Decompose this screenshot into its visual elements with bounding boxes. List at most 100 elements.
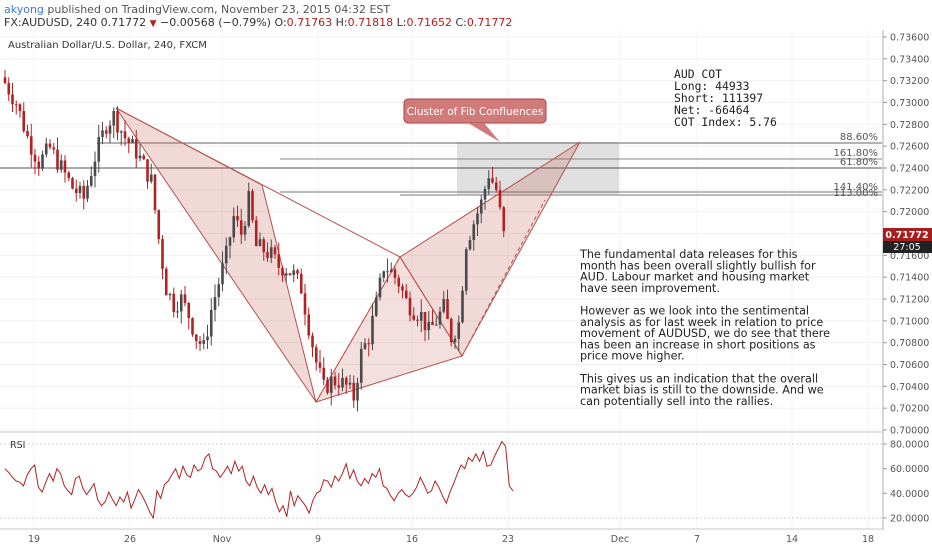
candle-body — [251, 191, 254, 221]
fib-label-113: 113.00% — [834, 188, 879, 199]
candle-body — [206, 336, 209, 341]
rsi-tick-label: 20.0000 — [890, 514, 929, 525]
rsi-label: RSI — [10, 440, 25, 451]
candle-body — [389, 269, 393, 272]
time-tag — [883, 241, 932, 253]
candle-body — [123, 131, 127, 139]
chart-canvas[interactable]: Australian Dollar/U.S. Dollar, 240, FXCM… — [0, 30, 932, 550]
candle-body — [311, 335, 314, 348]
commentary-line: movement of AUDUSD, we do see that there — [580, 327, 830, 340]
price-tick-label: 0.72800 — [890, 120, 929, 131]
candle-body — [254, 220, 258, 247]
candle-body — [217, 284, 221, 298]
candle-body — [329, 376, 333, 393]
candle-body — [341, 377, 344, 388]
rsi-pane[interactable]: 80.0000 60.0000 40.0000 20.0000 — [0, 440, 929, 525]
candle-body — [434, 324, 438, 326]
candle-body — [472, 224, 476, 241]
candle-body — [232, 216, 236, 238]
author-link[interactable]: akyong — [4, 3, 44, 16]
symbol-label[interactable]: FX:AUDUSD, 240 — [4, 16, 98, 29]
candle-body — [93, 161, 97, 177]
fib-label-161: 161.80% — [834, 148, 879, 159]
candle-body — [288, 273, 292, 276]
cot-net: Net: -66464 — [674, 103, 750, 117]
candle-body — [344, 377, 348, 385]
candle-body — [56, 149, 59, 170]
price-tick-label: 0.73400 — [890, 54, 929, 65]
cot-long: Long: 44933 — [674, 79, 749, 93]
candle-body — [11, 94, 14, 105]
candle-body — [333, 376, 337, 386]
commentary-line: The fundamental data releases for this — [579, 248, 798, 261]
commentary-line: This gives us an indication that the ove… — [579, 372, 818, 385]
candle-body — [236, 216, 239, 221]
candle-body — [71, 178, 74, 189]
price-tick-label: 0.73000 — [890, 98, 929, 109]
down-arrow-icon: ▼ — [149, 19, 157, 29]
candle-body — [209, 309, 213, 337]
candle-body — [386, 271, 389, 273]
commentary-line: market bias is still to the downside. An… — [580, 384, 824, 397]
candle-body — [119, 131, 123, 133]
price-tag — [883, 228, 932, 241]
rsi-tick-label: 40.0000 — [890, 489, 929, 500]
price-tick-label: 0.71000 — [890, 316, 929, 327]
candle-body — [322, 367, 326, 380]
candle-body — [108, 125, 112, 134]
candle-body — [104, 130, 108, 134]
rsi-line — [4, 440, 514, 520]
candle-body — [438, 311, 442, 325]
time-tag-text: 27:05 — [893, 242, 920, 253]
candle-body — [382, 271, 386, 278]
candle-body — [487, 178, 491, 189]
chart-title: Australian Dollar/U.S. Dollar, 240, FXCM — [8, 40, 207, 51]
commentary-line: have seen improvement. — [580, 282, 720, 295]
candle-body — [296, 270, 299, 274]
candle-body — [37, 161, 41, 169]
time-tick-label: 19 — [28, 534, 40, 545]
candle-body — [63, 160, 67, 173]
candle-body — [498, 189, 502, 208]
candle-body — [464, 249, 468, 291]
time-tick-label: Dec — [611, 534, 629, 545]
time-axis[interactable]: 19 26 Nov 9 16 23 Dec 7 14 18 — [28, 534, 874, 545]
time-tick-label: 16 — [406, 534, 418, 545]
candle-body — [277, 254, 281, 268]
candle-body — [176, 311, 179, 313]
time-tick-label: 23 — [502, 534, 514, 545]
candle-body — [427, 322, 431, 331]
pattern-line-xb — [115, 107, 401, 258]
candle-body — [26, 130, 29, 137]
rsi-tick-label: 80.0000 — [890, 440, 929, 451]
candle-body — [112, 110, 116, 126]
commentary-line: month has been overall slightly bullish … — [580, 259, 816, 272]
commentary-line: can potentially sell into the rallies. — [580, 395, 773, 408]
candle-body — [299, 273, 303, 294]
open-value: 0.71763 — [286, 16, 333, 29]
candle-body — [52, 147, 56, 150]
price-tick-label: 0.72200 — [890, 185, 929, 196]
cot-title: AUD COT — [674, 67, 722, 81]
candle-body — [224, 245, 228, 264]
candle-body — [86, 185, 89, 199]
commentary-line: price move higher. — [580, 350, 685, 363]
time-tick-label: Nov — [213, 534, 232, 545]
candle-body — [491, 178, 494, 183]
candle-body — [479, 199, 483, 214]
candle-body — [292, 270, 296, 276]
candle-body — [494, 182, 498, 190]
publish-text: published on TradingView.com, November 2… — [47, 3, 391, 16]
chart-header: akyong published on TradingView.com, Nov… — [0, 0, 932, 30]
candle-body — [97, 136, 101, 162]
candle-body — [269, 247, 273, 258]
publish-line: akyong published on TradingView.com, Nov… — [4, 3, 390, 16]
price-axis[interactable]: 0.73600 0.73400 0.73200 0.73000 0.72800 0.726… — [883, 33, 929, 437]
commentary-line: However as we look into the sentimental — [580, 305, 809, 318]
candle-body — [67, 172, 71, 179]
candle-body — [356, 382, 359, 401]
time-tick-label: 14 — [786, 534, 798, 545]
candle-body — [326, 379, 329, 393]
price-tick-label: 0.72600 — [890, 142, 929, 153]
candle-body — [149, 174, 153, 182]
